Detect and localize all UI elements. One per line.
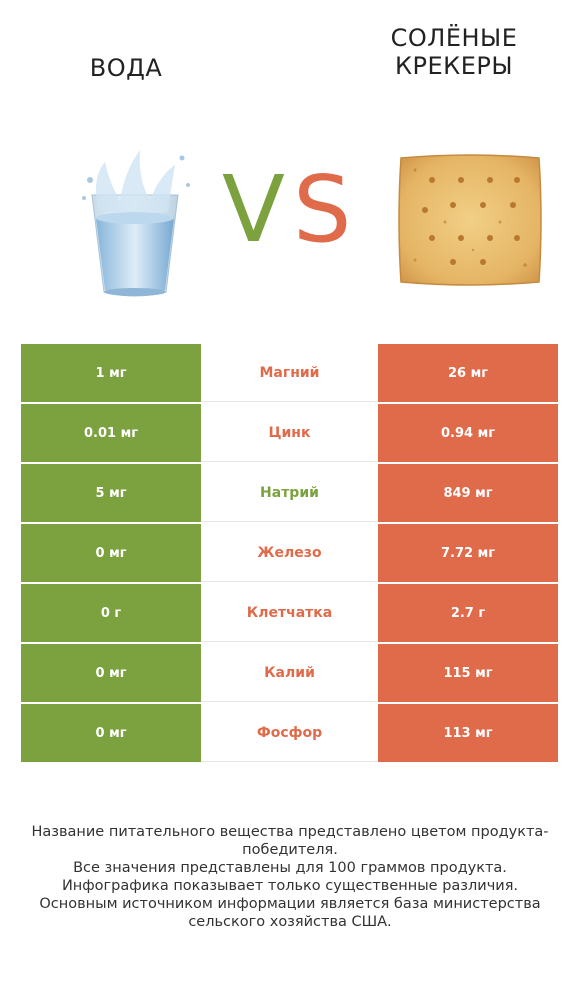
nutrient-name: Калий	[201, 644, 378, 702]
right-product-title: СОЛЁНЫЕ КРЕКЕРЫ	[390, 24, 518, 80]
left-value: 5 мг	[21, 464, 201, 522]
table-row: 0 г Клетчатка 2.7 г	[21, 584, 558, 642]
table-row: 5 мг Натрий 849 мг	[21, 464, 558, 522]
nutrient-name: Клетчатка	[201, 584, 378, 642]
water-glass-icon	[82, 150, 190, 297]
left-value: 0 мг	[21, 524, 201, 582]
footer-line-3: Инфографика показывает только существенн…	[61, 878, 519, 894]
right-value: 115 мг	[378, 644, 558, 702]
left-value: 0 г	[21, 584, 201, 642]
right-value: 7.72 мг	[378, 524, 558, 582]
left-value: 0 мг	[21, 704, 201, 762]
nutrient-name: Магний	[201, 344, 378, 402]
table-row: 1 мг Магний 26 мг	[21, 344, 558, 402]
nutrient-name: Фосфор	[201, 704, 378, 762]
table-row: 0.01 мг Цинк 0.94 мг	[21, 404, 558, 462]
right-value: 113 мг	[378, 704, 558, 762]
saltine-cracker-icon	[398, 154, 542, 286]
left-value: 0.01 мг	[21, 404, 201, 462]
table-row: 0 мг Железо 7.72 мг	[21, 524, 558, 582]
table-row: 0 мг Калий 115 мг	[21, 644, 558, 702]
nutrient-name: Железо	[201, 524, 378, 582]
vs-letter-v: V	[222, 156, 285, 263]
nutrient-comparison-table: 1 мг Магний 26 мг 0.01 мг Цинк 0.94 мг 5 мг Нат…	[21, 344, 558, 764]
right-value: 0.94 мг	[378, 404, 558, 462]
left-value: 0 мг	[21, 644, 201, 702]
left-value: 1 мг	[21, 344, 201, 402]
nutrient-name: Цинк	[201, 404, 378, 462]
footer-notes: Название питательного вещества представл…	[20, 823, 560, 931]
footer-line-2: Все значения представлены для 100 граммо…	[73, 860, 507, 876]
table-row: 0 мг Фосфор 113 мг	[21, 704, 558, 762]
right-value: 26 мг	[378, 344, 558, 402]
vs-letter-s: S	[293, 156, 352, 263]
nutrient-name: Натрий	[201, 464, 378, 522]
left-product-title: ВОДА	[89, 54, 163, 82]
right-value: 849 мг	[378, 464, 558, 522]
footer-line-4: Основным источником информации является …	[39, 896, 541, 930]
right-value: 2.7 г	[378, 584, 558, 642]
footer-line-1: Название питательного вещества представл…	[31, 824, 549, 858]
